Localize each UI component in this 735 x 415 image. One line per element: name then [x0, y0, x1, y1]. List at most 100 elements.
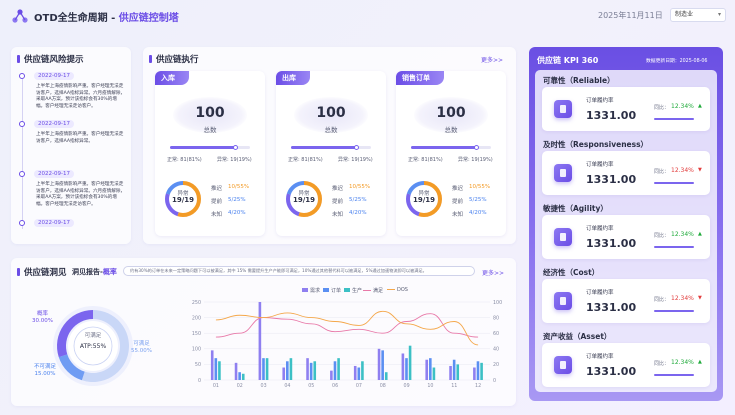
donut-slice-label: 不可满足 15.00%: [34, 364, 56, 378]
bar-需求: [401, 353, 405, 380]
bar-订单: [286, 361, 289, 380]
ring-segment: [286, 181, 322, 217]
ring-label: 异常: [298, 191, 310, 197]
bar-订单: [333, 361, 337, 380]
bar-订单: [381, 350, 384, 380]
supply-demand-chart: 0 0 50 20 100 40 150 60 200 80 250 100 01 02 03 04 05 06 0…: [192, 300, 502, 389]
donut-slice: [81, 310, 129, 382]
bar-需求: [210, 350, 214, 380]
stat-label: 推迟: [211, 186, 223, 192]
kpi-card[interactable]: 订单履约率 1331.00 同比： 12.34% ▼: [542, 151, 710, 195]
kpi-card[interactable]: 订单履约率 1331.00 同比： 12.34% ▲: [542, 343, 710, 387]
bar-生产: [361, 361, 364, 380]
legend-swatch: [344, 288, 350, 292]
y-tick-right: 60: [493, 331, 499, 337]
legend-label: 满足: [373, 288, 384, 294]
stat-label: 提前: [452, 199, 464, 205]
stat-value: 10/55%: [349, 184, 371, 190]
progress-fill: [291, 146, 356, 149]
y-tick-right: 80: [493, 315, 499, 321]
bar-需求: [258, 302, 262, 380]
stat-value: 5/25%: [349, 197, 367, 203]
stat-label: 推迟: [452, 186, 464, 192]
title-sub: 供应链控制塔: [118, 13, 179, 24]
insight-more-link[interactable]: 更多>>: [482, 270, 505, 277]
kpi-yoy-label: 同比：: [654, 297, 670, 303]
risk-text: 上半年上海疫情影响严重。客户经理无法走访客户，选择AA指标异常。六月疫情解除，采…: [36, 84, 126, 109]
kpi-card[interactable]: 订单履约率 1331.00 同比： 12.34% ▲: [542, 87, 710, 131]
timeline-dot: [19, 171, 25, 177]
kpi-yoy-value: 12.34%: [671, 295, 694, 302]
bar-需求: [234, 362, 238, 380]
exec-card[interactable]: 出库 100 总数 正常: 81(81%) 异常: 19(19%) 异常 19/19 推迟 10…: [276, 71, 386, 236]
kpi-metric-value: 1331.00: [586, 173, 637, 186]
bar-订单: [262, 358, 265, 380]
arrow-up-icon: ▲: [698, 103, 702, 109]
line-DOS: [215, 310, 479, 346]
bar-订单: [405, 358, 408, 380]
atp-donut-chart: [53, 306, 133, 386]
stat-value: 4/20%: [228, 210, 246, 216]
x-tick: 04: [284, 383, 290, 389]
bar-订单: [357, 367, 361, 380]
progress-handle[interactable]: [354, 145, 359, 150]
exec-card[interactable]: 销售订单 100 总数 正常: 81(81%) 异常: 19(19%) 异常 19/19 推迟…: [396, 71, 506, 236]
line-满足: [215, 313, 479, 338]
y-tick-left: 250: [192, 300, 201, 306]
kpi-metric-name: 订单履约率: [586, 290, 614, 296]
stat-value: 10/55%: [469, 184, 491, 190]
kpi-category: 敏捷性（Agility）: [543, 204, 608, 213]
ring-segment: [406, 181, 442, 217]
abnormal-ring: [165, 181, 201, 217]
kpi-metric-name: 订单履约率: [586, 162, 614, 168]
kpi-card[interactable]: 订单履约率 1331.00 同比： 12.34% ▲: [542, 215, 710, 259]
kpi-yoy-label: 同比：: [654, 233, 670, 239]
risk-date: 2022-09-17: [34, 72, 74, 80]
bar-需求: [449, 365, 452, 380]
bar-需求: [353, 365, 357, 380]
kpi-metric-name: 订单履约率: [586, 354, 614, 360]
y-tick-left: 100: [192, 347, 201, 353]
total-backdrop: [294, 97, 368, 133]
total-label: 总数: [203, 126, 217, 134]
risk-date: 2022-09-17: [34, 219, 74, 227]
bar-订单: [309, 362, 313, 380]
y-tick-right: 40: [493, 347, 499, 353]
kpi-metric-value: 1331.00: [586, 301, 637, 314]
exec-more-link[interactable]: 更多>>: [481, 57, 504, 64]
kpi-title: 供应链 KPI 360: [537, 56, 599, 65]
legend-item: 订单: [323, 287, 341, 294]
legend-label: 订单: [331, 288, 342, 294]
ring-value: 19/19: [412, 196, 436, 204]
total-value: 100: [316, 105, 346, 121]
timeline-dot: [19, 121, 25, 127]
kpi-card[interactable]: 订单履约率 1331.00 同比： 12.34% ▼: [542, 279, 710, 323]
kpi-yoy-value: 12.34%: [671, 167, 694, 174]
insight-subtitle-a: 洞见报告-: [72, 268, 103, 276]
legend-label: 生产: [352, 288, 363, 294]
risk-date: 2022-09-17: [34, 170, 74, 178]
y-tick-right: 20: [493, 362, 499, 368]
bar-生产: [337, 358, 340, 380]
bar-生产: [432, 367, 436, 380]
ring-value: 19/19: [171, 196, 195, 204]
logo-icon: [12, 9, 28, 23]
y-tick-left: 200: [192, 315, 201, 321]
bar-生产: [384, 372, 388, 380]
abnormal-count: 异常: 19(19%): [458, 157, 493, 163]
total-value: 100: [436, 105, 466, 121]
x-tick: 05: [308, 383, 314, 389]
exec-card[interactable]: 入库 100 总数 正常: 81(81%) 异常: 19(19%) 异常 19/19 推迟 10…: [155, 71, 265, 236]
kpi-yoy-label: 同比：: [654, 169, 670, 175]
legend-label: 需求: [310, 288, 321, 294]
y-tick-left: 50: [195, 362, 201, 368]
progress-handle[interactable]: [233, 145, 238, 150]
progress-handle[interactable]: [474, 145, 479, 150]
bar-生产: [313, 361, 317, 380]
timeline-dot: [19, 73, 25, 79]
legend-item: 生产: [344, 287, 362, 294]
kpi-category: 及时性（Responsiveness）: [543, 140, 649, 149]
industry-select[interactable]: 制造业 ▾: [670, 8, 726, 22]
x-tick: 01: [213, 383, 219, 389]
risk-date: 2022-09-17: [34, 120, 74, 128]
